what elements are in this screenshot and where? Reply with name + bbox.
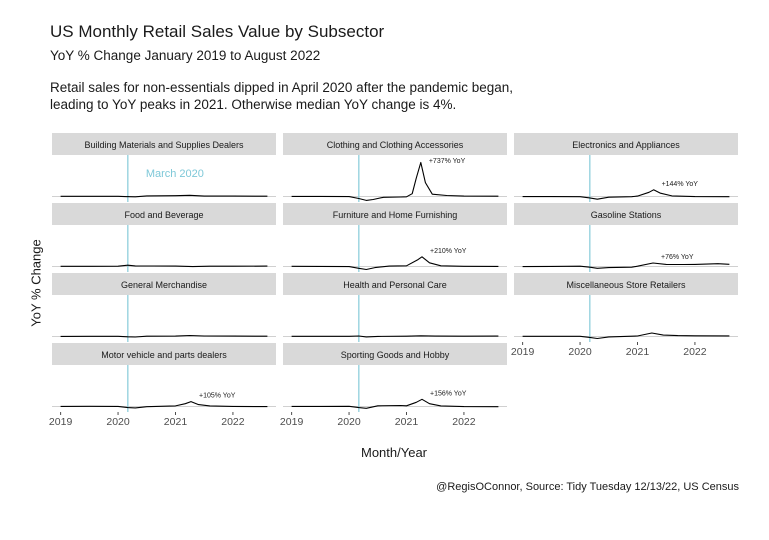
peak-annotation-electronics-and-appliances: +144% YoY (662, 181, 699, 188)
facet-strip-gasoline-stations (514, 203, 738, 225)
series-line-building-materials-and-supplies-dealers (60, 194, 268, 198)
facet-strip-sporting-goods-and-hobby (283, 343, 507, 365)
facet-strip-furniture-and-home-furnishing (283, 203, 507, 225)
description-line-1: Retail sales for non-essentials dipped i… (50, 80, 514, 95)
description-line-2: leading to YoY peaks in 2021. Otherwise … (50, 97, 457, 112)
series-line-furniture-and-home-furnishing (291, 256, 499, 271)
facet-label-food-and-beverage: Food and Beverage (124, 210, 203, 220)
series-line-general-merchandise (60, 334, 268, 338)
x-tick-label: 2019 (280, 416, 304, 428)
facet-strip-miscellaneous-store-retailers (514, 273, 738, 295)
x-tick-label: 2022 (683, 346, 707, 358)
x-tick-label: 2021 (395, 416, 419, 428)
peak-annotation-clothing-and-clothing-accessories: +737% YoY (429, 158, 466, 165)
x-tick-label: 2021 (164, 416, 188, 428)
facet-label-clothing-and-clothing-accessories: Clothing and Clothing Accessories (327, 140, 464, 150)
facet-label-furniture-and-home-furnishing: Furniture and Home Furnishing (333, 210, 458, 220)
chart-caption: @RegisOConnor, Source: Tidy Tuesday 12/1… (436, 481, 739, 493)
x-tick-label: 2022 (452, 416, 476, 428)
chart-title: US Monthly Retail Sales Value by Subsect… (50, 22, 385, 41)
series-line-food-and-beverage (60, 264, 268, 268)
chart-description: Retail sales for non-essentials dipped i… (50, 79, 513, 113)
x-tick-label: 2022 (221, 416, 245, 428)
x-tick-label: 2020 (106, 416, 130, 428)
march-2020-marker-label: March 2020 (146, 168, 204, 180)
facet-label-motor-vehicle-and-parts-dealers: Motor vehicle and parts dealers (101, 350, 227, 360)
x-tick-label: 2020 (337, 416, 361, 428)
facet-strip-general-merchandise (52, 273, 276, 295)
peak-annotation-gasoline-stations: +76% YoY (661, 254, 694, 261)
facet-label-sporting-goods-and-hobby: Sporting Goods and Hobby (341, 350, 450, 360)
x-tick-label: 2019 (511, 346, 535, 358)
series-line-gasoline-stations (522, 262, 730, 269)
facet-label-general-merchandise: General Merchandise (121, 280, 207, 290)
x-tick-label: 2019 (49, 416, 73, 428)
series-line-sporting-goods-and-hobby (291, 398, 499, 409)
series-line-clothing-and-clothing-accessories (291, 161, 499, 201)
facet-label-health-and-personal-care: Health and Personal Care (343, 280, 447, 290)
series-line-electronics-and-appliances (522, 189, 730, 200)
facet-strip-electronics-and-appliances (514, 133, 738, 155)
series-line-miscellaneous-store-retailers (522, 332, 730, 340)
facet-label-electronics-and-appliances: Electronics and Appliances (572, 140, 680, 150)
peak-annotation-sporting-goods-and-hobby: +156% YoY (430, 390, 467, 397)
facet-label-gasoline-stations: Gasoline Stations (591, 210, 662, 220)
facet-label-miscellaneous-store-retailers: Miscellaneous Store Retailers (566, 280, 686, 290)
series-line-motor-vehicle-and-parts-dealers (60, 401, 268, 409)
y-axis-label: YoY % Change (28, 239, 44, 327)
facet-label-building-materials-and-supplies-dealers: Building Materials and Supplies Dealers (84, 140, 244, 150)
peak-annotation-motor-vehicle-and-parts-dealers: +105% YoY (199, 393, 236, 400)
facet-strip-food-and-beverage (52, 203, 276, 225)
x-axis-label: Month/Year (360, 445, 428, 460)
facet-strip-motor-vehicle-and-parts-dealers (52, 343, 276, 365)
series-line-health-and-personal-care (291, 335, 499, 338)
facet-strip-clothing-and-clothing-accessories (283, 133, 507, 155)
peak-annotation-furniture-and-home-furnishing: +210% YoY (430, 248, 467, 255)
x-tick-label: 2020 (568, 346, 592, 358)
facet-strip-health-and-personal-care (283, 273, 507, 295)
chart-subtitle: YoY % Change January 2019 to August 2022 (50, 48, 321, 63)
facet-strip-building-materials-and-supplies-dealers (52, 133, 276, 155)
x-tick-label: 2021 (626, 346, 650, 358)
